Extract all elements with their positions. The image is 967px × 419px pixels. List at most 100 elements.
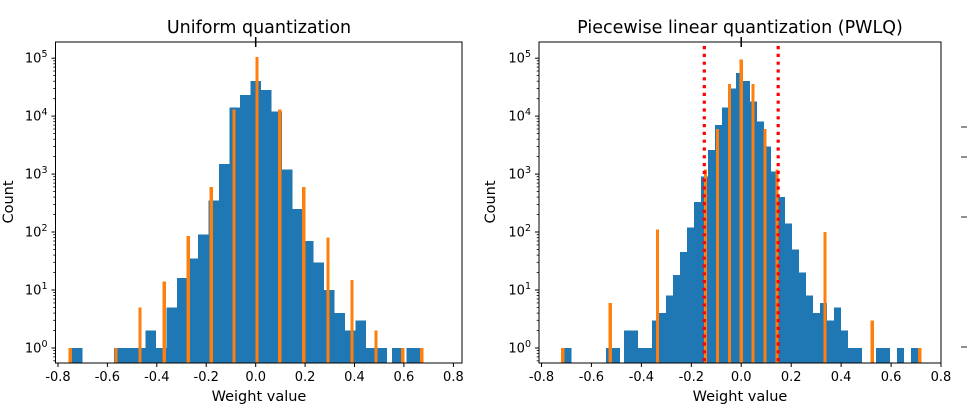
y-tick-label: 102	[508, 223, 531, 241]
y-tick-label: 101	[25, 281, 48, 299]
histogram-bars	[71, 81, 424, 363]
hist-bar	[840, 330, 848, 363]
hist-bar	[833, 307, 841, 363]
hist-bar	[260, 90, 272, 363]
uniform-plot-area: -0.8 -0.6 -0.4 -0.2 0.0 0.2 0.4 0.6 0.8 100 101 102…	[25, 37, 464, 385]
quant-level-line	[918, 348, 922, 363]
quantization-level-lines	[561, 59, 922, 364]
hist-bar	[805, 295, 813, 363]
hist-bar	[624, 330, 632, 363]
quant-level-line	[232, 109, 236, 363]
hist-bar	[743, 81, 750, 363]
y-tick-label: 103	[25, 165, 48, 183]
hist-bar	[239, 95, 251, 363]
x-tick-label: -0.4	[144, 370, 169, 385]
x-axis-label-pwlq: Weight value	[693, 389, 788, 405]
hist-bar	[302, 241, 314, 363]
quant-level-line	[420, 348, 424, 363]
hist-bar	[694, 202, 702, 363]
chart-title-pwlq: Piecewise linear quantization (PWLQ)	[577, 18, 903, 38]
quant-level-line	[401, 348, 405, 363]
plot-border	[538, 41, 942, 364]
x-tick-label: -0.6	[579, 370, 604, 385]
y-tick-label: 104	[25, 107, 48, 125]
hist-bar	[722, 107, 729, 363]
hist-bar	[376, 348, 387, 363]
quant-level-line	[186, 236, 190, 363]
hist-bar	[666, 295, 674, 363]
quant-level-line	[138, 307, 142, 363]
hist-bar	[729, 88, 736, 363]
hist-bar	[771, 171, 778, 363]
y-axis-label-pwlq: Count	[483, 180, 499, 223]
hist-bar	[145, 330, 156, 363]
pwlq-chart: Piecewise linear quantization (PWLQ) Wei…	[483, 18, 951, 405]
hist-bar	[334, 313, 345, 363]
hist-bar	[631, 330, 639, 363]
quant-level-line	[278, 109, 282, 363]
hist-bar	[798, 272, 806, 363]
quant-level-line	[751, 83, 755, 364]
y-tick-label: 101	[508, 281, 531, 299]
quant-level-line	[374, 330, 378, 363]
chart-title-uniform: Uniform quantization	[167, 18, 351, 38]
y-tick-label: 102	[25, 223, 48, 241]
pwlq-plot-area: -0.8 -0.6 -0.4 -0.2 0.0 0.2 0.4 0.6 0.8 100 101 102…	[508, 37, 951, 385]
quant-level-line	[715, 129, 719, 363]
hist-bar	[313, 262, 324, 363]
quant-level-line	[561, 348, 565, 363]
y-tick-label: 103	[508, 165, 531, 183]
hist-bar	[187, 258, 198, 363]
hist-bar	[680, 252, 688, 363]
x-tick-label: -0.8	[529, 370, 554, 385]
x-axis-label-uniform: Weight value	[212, 389, 307, 405]
hist-bar	[708, 150, 715, 363]
x-tick-label: 0.8	[931, 370, 952, 385]
hist-bar	[791, 249, 799, 363]
hist-bar	[652, 320, 660, 363]
quant-level-line	[608, 302, 612, 363]
hist-bar	[638, 348, 646, 363]
hist-bar	[124, 348, 135, 363]
x-tick-label: -0.2	[194, 370, 219, 385]
y-tick-label: 104	[508, 107, 531, 125]
x-tick-label: 0.2	[781, 370, 802, 385]
hist-bar	[882, 348, 890, 363]
hist-bar	[166, 307, 177, 363]
hist-bar	[687, 227, 695, 363]
x-tick-label: -0.2	[679, 370, 704, 385]
hist-bar	[176, 278, 188, 363]
hist-bar	[847, 348, 855, 363]
quant-level-line	[739, 59, 743, 364]
hist-bar	[784, 223, 792, 363]
x-tick-label: 0.4	[344, 370, 365, 385]
quant-level-line	[326, 237, 330, 363]
x-tick-label: 0.0	[245, 370, 266, 385]
hist-bar	[564, 348, 572, 363]
hist-bar	[854, 348, 862, 363]
quant-level-line	[302, 186, 306, 363]
hist-bar	[344, 330, 356, 363]
x-tick-label: -0.8	[45, 370, 70, 385]
hist-bar	[645, 348, 653, 363]
x-tick-label: 0.0	[731, 370, 752, 385]
hist-bar	[155, 348, 167, 363]
hist-bar	[812, 313, 820, 363]
uniform-quantization-chart: Uniform quantization Weight value Count …	[1, 18, 464, 405]
y-tick-label: 105	[25, 49, 48, 66]
quant-level-line	[114, 348, 118, 363]
hist-bar	[778, 197, 785, 363]
quant-level-line	[255, 56, 259, 364]
hist-bar	[271, 111, 282, 363]
y-tick-label: 100	[508, 339, 531, 357]
hist-bar	[197, 234, 209, 363]
hist-bar	[365, 348, 377, 363]
x-tick-label: 0.2	[295, 370, 316, 385]
hist-bar	[391, 348, 403, 363]
hist-bar	[757, 121, 764, 363]
hist-bar	[736, 73, 743, 363]
quantization-level-lines	[68, 56, 424, 364]
y-tick-label: 105	[508, 49, 531, 66]
hist-bar	[412, 348, 424, 363]
quant-level-line	[350, 279, 354, 363]
